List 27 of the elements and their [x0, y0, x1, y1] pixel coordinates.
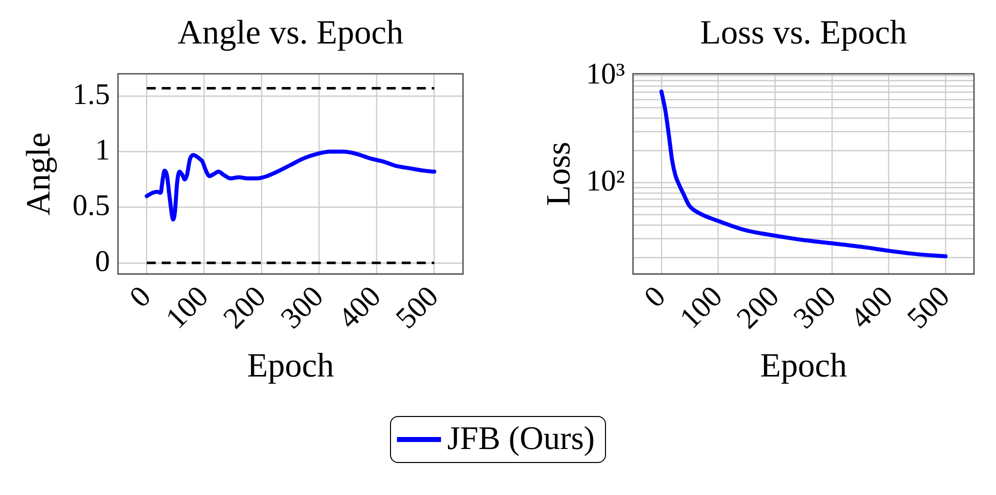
x-tick-label: 100	[674, 280, 729, 336]
y-tick-label: 0.5	[72, 189, 110, 222]
y-tick-label: 10²	[586, 164, 625, 198]
x-tick-label: 400	[332, 280, 388, 336]
x-tick-label: 200	[730, 280, 786, 336]
x-tick-label: 500	[900, 280, 956, 336]
y-axis-title: Angle	[20, 132, 58, 216]
line-series	[659, 90, 948, 258]
x-tick-label: 200	[217, 280, 272, 336]
x-tick-label: 400	[844, 280, 900, 336]
y-tick-label: 10³	[586, 58, 625, 90]
line-series	[144, 150, 436, 222]
chart-title: Loss vs. Epoch	[700, 14, 907, 52]
x-tick-label: 0	[638, 280, 672, 314]
y-tick-label: 1	[95, 134, 110, 167]
x-tick-label: 100	[160, 280, 215, 336]
legend-label: JFB (Ours)	[447, 421, 595, 458]
y-tick-label: 1.5	[72, 78, 110, 111]
y-axis-title: Loss	[540, 142, 578, 206]
x-axis-title: Epoch	[760, 348, 847, 385]
x-tick-label: 300	[274, 280, 330, 336]
x-tick-label: 300	[787, 280, 842, 336]
x-tick-label: 500	[390, 280, 445, 336]
x-tick-label: 0	[123, 280, 158, 314]
x-axis-title: Epoch	[247, 348, 334, 385]
y-tick-label: 0	[95, 244, 110, 278]
chart-title: Angle vs. Epoch	[178, 14, 404, 52]
